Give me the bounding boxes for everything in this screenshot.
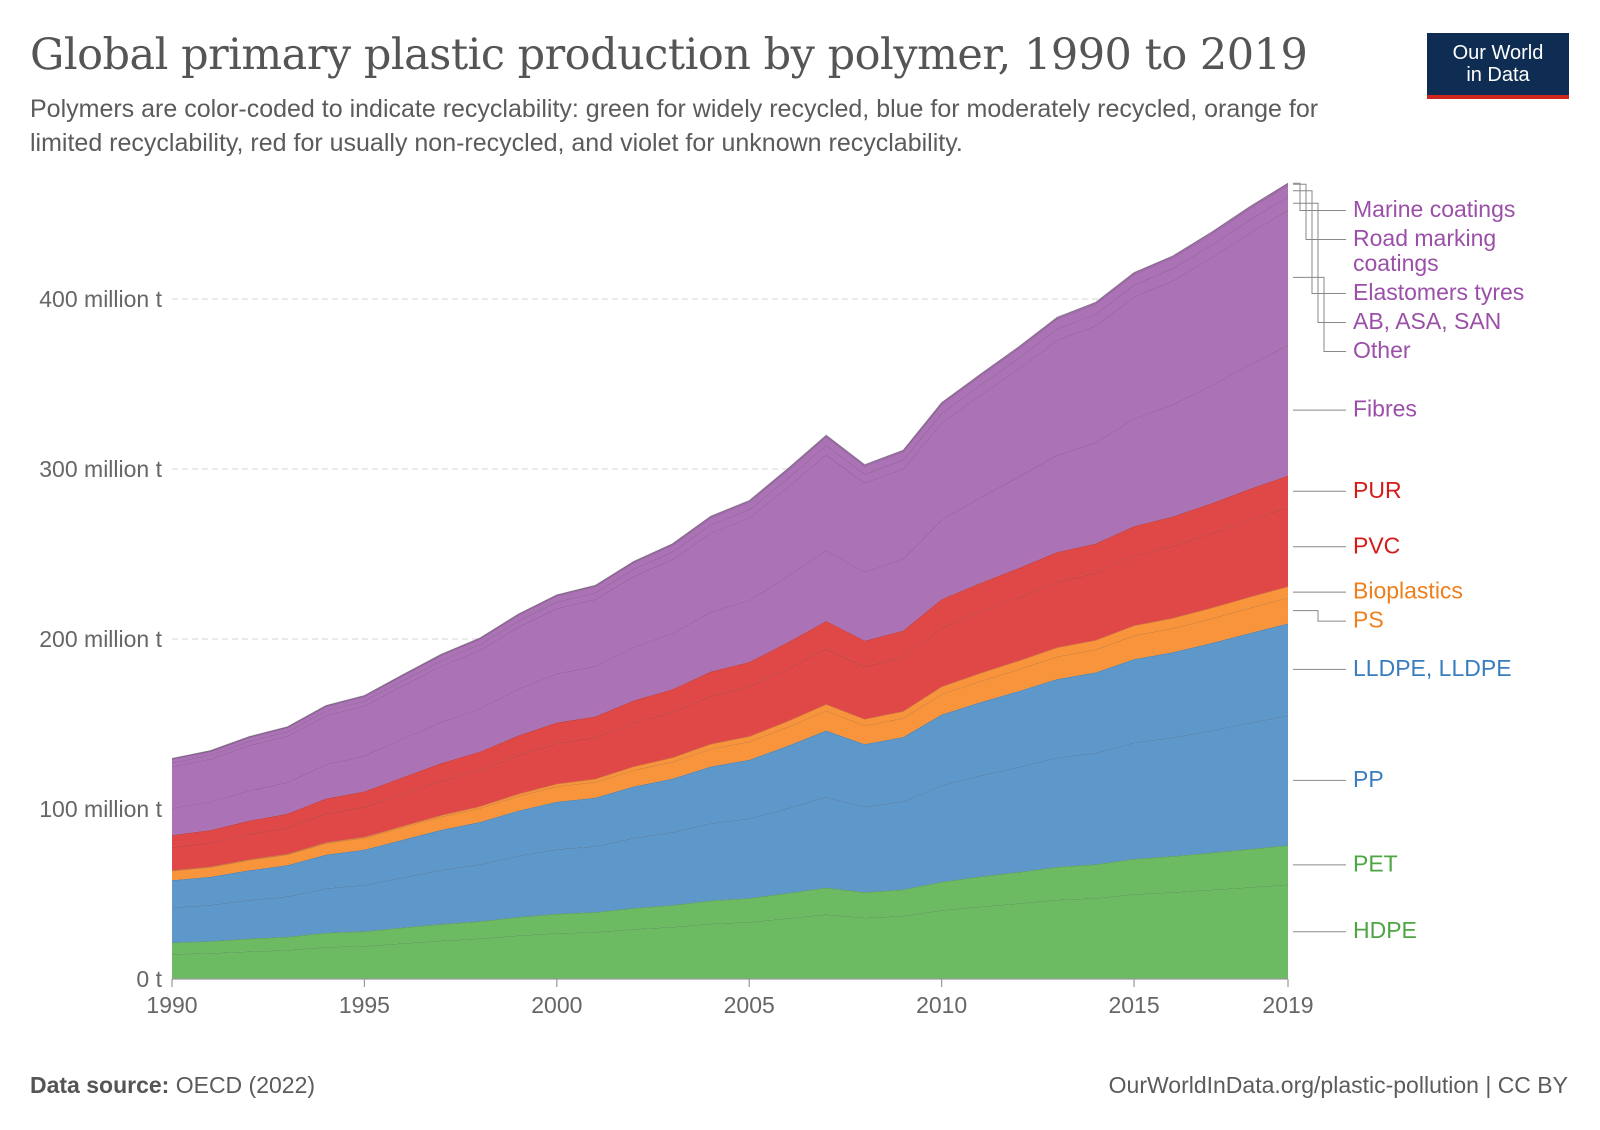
- area-series: [171, 182, 1289, 979]
- axes: 0 t 100 million t 200 million t 300 million…: [39, 286, 1313, 1018]
- y-tick-label: 300 million t: [39, 456, 162, 482]
- label-connector: [1293, 610, 1346, 622]
- series-label: Road marking: [1353, 225, 1496, 251]
- series-label: coatings: [1353, 250, 1439, 276]
- data-source-label: Data source:: [30, 1072, 170, 1098]
- area-pvc: [172, 507, 1288, 871]
- label-connector: [1293, 202, 1346, 323]
- area-pet: [172, 845, 1288, 955]
- credit-link[interactable]: OurWorldInData.org/plastic-pollution | C…: [1108, 1072, 1568, 1098]
- series-label: PVC: [1353, 532, 1400, 558]
- y-tick-label: 400 million t: [39, 286, 162, 312]
- area-pp: [172, 715, 1288, 943]
- series-label: AB, ASA, SAN: [1353, 308, 1501, 334]
- data-source-value: OECD (2022): [175, 1072, 316, 1098]
- area-lldpe-lldpe: [172, 623, 1288, 908]
- logo-line-1: Our World: [1452, 42, 1544, 64]
- series-label: Bioplastics: [1353, 578, 1463, 604]
- area-hdpe: [172, 884, 1288, 979]
- series-label: PUR: [1353, 477, 1402, 503]
- series-label: PP: [1353, 766, 1384, 792]
- x-tick-label: 2005: [724, 992, 775, 1018]
- label-connector: [1293, 183, 1346, 240]
- series-label: LLDPE, LLDPE: [1353, 655, 1512, 681]
- logo-line-2: in Data: [1466, 64, 1530, 86]
- x-tick-label: 1990: [146, 992, 197, 1018]
- data-source: Data source: OECD (2022): [30, 1072, 315, 1099]
- series-label: HDPE: [1353, 917, 1417, 943]
- series-label: Elastomers tyres: [1353, 279, 1524, 305]
- chart-title: Global primary plastic production by pol…: [30, 30, 1308, 80]
- series-label: PS: [1353, 607, 1384, 633]
- series-label: Marine coatings: [1353, 196, 1515, 222]
- x-tick-label: 1995: [339, 992, 390, 1018]
- series-label: Fibres: [1353, 396, 1417, 422]
- x-tick-label: 2010: [916, 992, 967, 1018]
- x-tick-label: 2000: [531, 992, 582, 1018]
- label-connector: [1293, 190, 1346, 294]
- series-label: PET: [1353, 850, 1398, 876]
- chart-subtitle: Polymers are color-coded to indicate rec…: [30, 95, 1319, 157]
- area-fibres: [172, 344, 1288, 836]
- label-connector: [1293, 276, 1346, 352]
- x-tick-label: 2015: [1108, 992, 1159, 1018]
- y-tick-label: 0 t: [136, 966, 162, 992]
- area-edge: [171, 182, 1289, 759]
- y-tick-label: 100 million t: [39, 796, 162, 822]
- area-other: [172, 209, 1288, 808]
- label-connector: [1293, 182, 1346, 211]
- y-tick-label: 200 million t: [39, 626, 162, 652]
- owid-logo[interactable]: Our World in Data: [1427, 33, 1569, 99]
- x-tick-label: 2019: [1262, 992, 1313, 1018]
- series-label: Other: [1353, 337, 1411, 363]
